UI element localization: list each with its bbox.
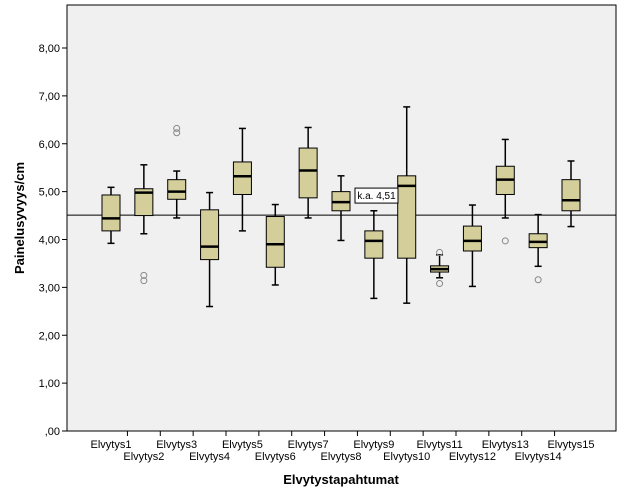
x-tick-label: Elvytys4 bbox=[189, 451, 230, 463]
x-axis: Elvytys1Elvytys2Elvytys3Elvytys4Elvytys5… bbox=[91, 431, 595, 463]
x-tick-label: Elvytys10 bbox=[383, 451, 430, 463]
box-11 bbox=[430, 248, 450, 288]
box-body bbox=[167, 179, 187, 200]
outlier-point bbox=[140, 277, 148, 285]
box-5 bbox=[232, 127, 252, 232]
x-tick-label: Elvytys5 bbox=[222, 439, 263, 451]
x-tick-label: Elvytys2 bbox=[123, 451, 164, 463]
box-10 bbox=[397, 106, 417, 304]
x-tick-label: Elvytys13 bbox=[482, 439, 529, 451]
x-axis-title: Elvytystapahtumat bbox=[283, 472, 399, 487]
y-tick-label: 8,00 bbox=[39, 43, 60, 55]
reference-label-box bbox=[354, 187, 399, 204]
outlier-point bbox=[173, 124, 181, 132]
x-tick-label: Elvytys8 bbox=[321, 451, 362, 463]
y-tick-label: ,00 bbox=[45, 426, 60, 438]
box-body bbox=[462, 225, 482, 252]
y-tick-label: 6,00 bbox=[39, 139, 60, 151]
box-body bbox=[265, 216, 285, 268]
y-axis: ,00 1,00 2,00 3,00 4,00 5,00 6,00 7,00 8,00 bbox=[39, 43, 67, 438]
y-tick-label: 5,00 bbox=[39, 187, 60, 199]
y-tick-label: 7,00 bbox=[39, 91, 60, 103]
box-body bbox=[298, 147, 318, 199]
boxes-group: k.a. 4,51 bbox=[101, 106, 581, 308]
y-tick-label: 1,00 bbox=[39, 378, 60, 390]
outlier-point bbox=[436, 280, 444, 288]
box-4 bbox=[200, 191, 220, 308]
box-9 bbox=[364, 210, 384, 300]
x-tick-label: Elvytys3 bbox=[156, 439, 197, 451]
outlier-point bbox=[173, 129, 181, 137]
outlier-point bbox=[534, 276, 542, 284]
box-13 bbox=[495, 138, 515, 245]
box-body bbox=[397, 175, 417, 259]
box-12 bbox=[462, 204, 482, 288]
x-tick-label: Elvytys11 bbox=[416, 439, 462, 451]
box-1 bbox=[101, 186, 121, 245]
y-axis-title: Painelusyvyys/cm bbox=[12, 162, 27, 274]
y-tick-label: 4,00 bbox=[39, 235, 60, 247]
x-tick-label: Elvytys6 bbox=[255, 451, 296, 463]
box-body bbox=[364, 230, 384, 259]
reference-label-text: k.a. 4,51 bbox=[357, 191, 396, 202]
box-7 bbox=[298, 126, 318, 219]
box-body bbox=[200, 209, 220, 261]
box-6 bbox=[265, 203, 285, 286]
box-body bbox=[232, 161, 252, 195]
box-3 bbox=[167, 124, 187, 219]
y-tick-label: 3,00 bbox=[39, 282, 60, 294]
box-body bbox=[134, 188, 154, 217]
x-tick-label: Elvytys12 bbox=[449, 451, 496, 463]
x-tick-label: Elvytys7 bbox=[288, 439, 329, 451]
y-tick-label: 2,00 bbox=[39, 330, 60, 342]
reference-line-label: k.a. 4,51 bbox=[354, 187, 399, 204]
x-tick-label: Elvytys1 bbox=[91, 439, 132, 451]
box-body bbox=[561, 179, 581, 212]
box-2 bbox=[134, 164, 154, 285]
outlier-point bbox=[140, 271, 148, 279]
box-8 bbox=[331, 175, 351, 242]
outlier-point bbox=[436, 248, 444, 256]
x-tick-label: Elvytys9 bbox=[353, 439, 394, 451]
box-15 bbox=[561, 160, 581, 228]
x-tick-label: Elvytys14 bbox=[515, 451, 562, 463]
box-body bbox=[101, 194, 121, 232]
x-tick-label: Elvytys15 bbox=[547, 439, 594, 451]
box-14 bbox=[528, 213, 548, 284]
outlier-point bbox=[501, 237, 509, 245]
